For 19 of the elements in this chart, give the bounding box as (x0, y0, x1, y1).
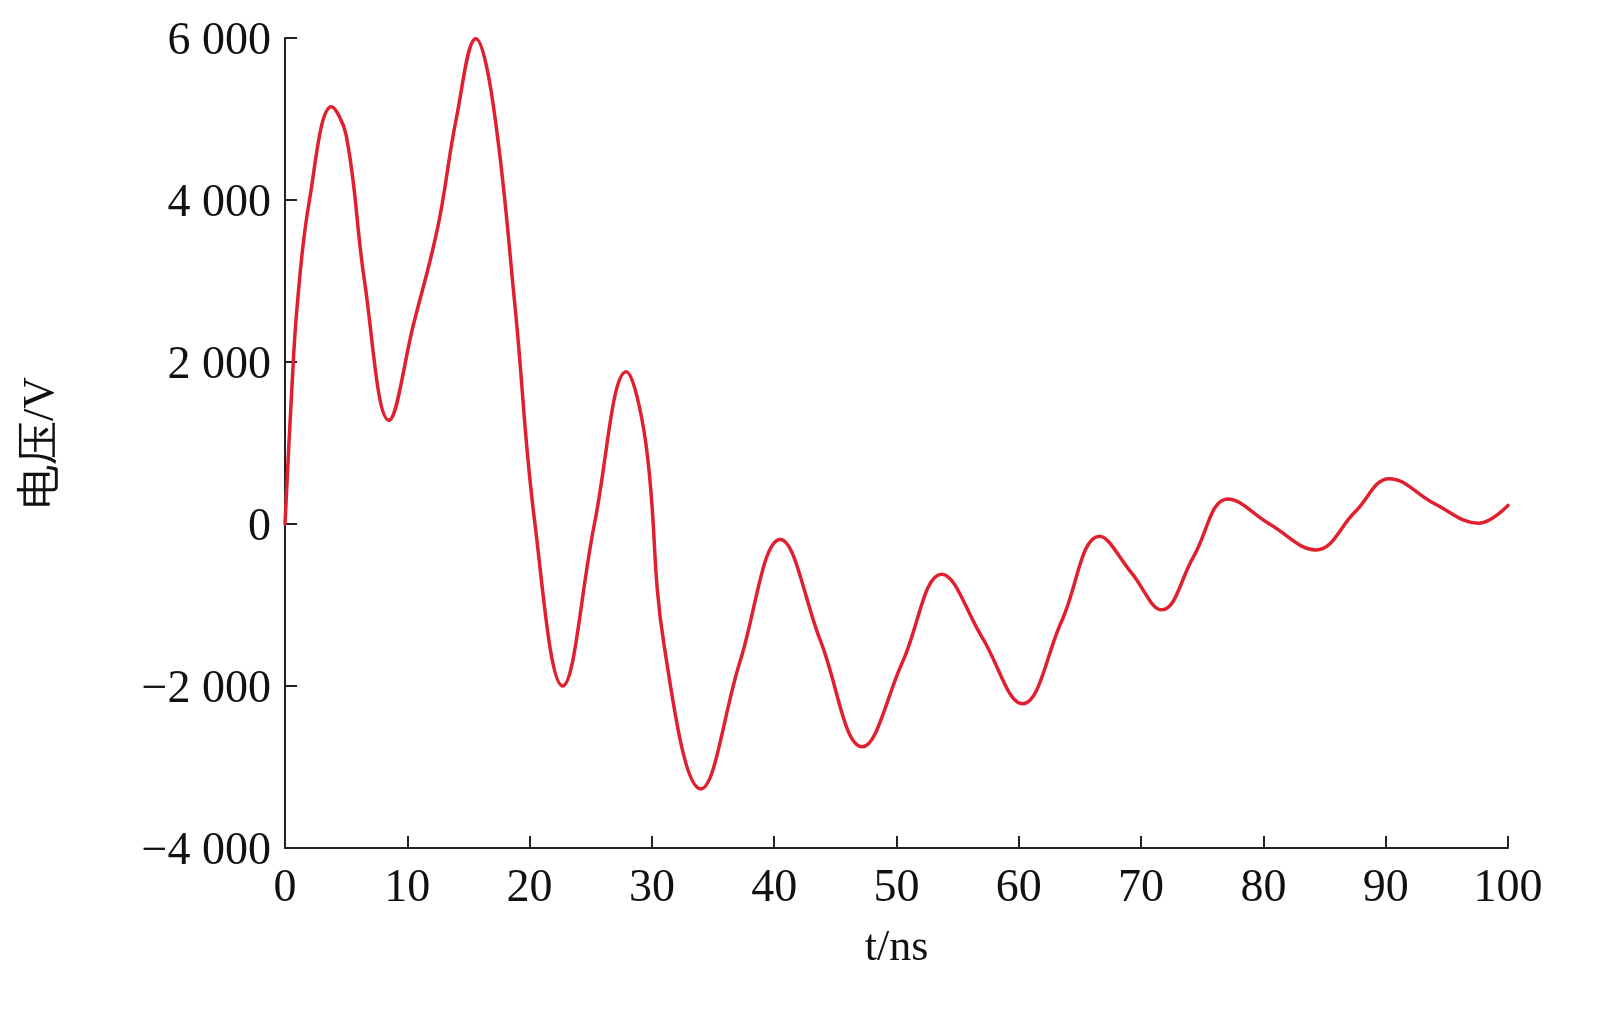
x-tick-label: 40 (751, 859, 798, 911)
y-tick-label: 0 (248, 498, 271, 550)
y-tick-label: −2 000 (141, 660, 271, 712)
y-axis-title: 电压/V (13, 376, 63, 509)
x-tick-label: 30 (628, 859, 675, 911)
x-axis-title: t/ns (864, 920, 929, 970)
x-tick-label: 100 (1473, 859, 1543, 911)
x-tick-label: 90 (1362, 859, 1409, 911)
x-tick-label: 20 (506, 859, 553, 911)
y-tick-label: 2 000 (167, 336, 271, 388)
x-tick-label: 70 (1118, 859, 1165, 911)
y-tick-label: 6 000 (167, 12, 271, 64)
y-tick-label: −4 000 (141, 822, 271, 874)
x-tick-label: 80 (1240, 859, 1287, 911)
x-tick-label: 50 (873, 859, 920, 911)
x-tick-label: 60 (995, 859, 1042, 911)
x-tick-label: 10 (384, 859, 431, 911)
line-series (283, 37, 1510, 791)
y-tick-label: 4 000 (167, 174, 271, 226)
